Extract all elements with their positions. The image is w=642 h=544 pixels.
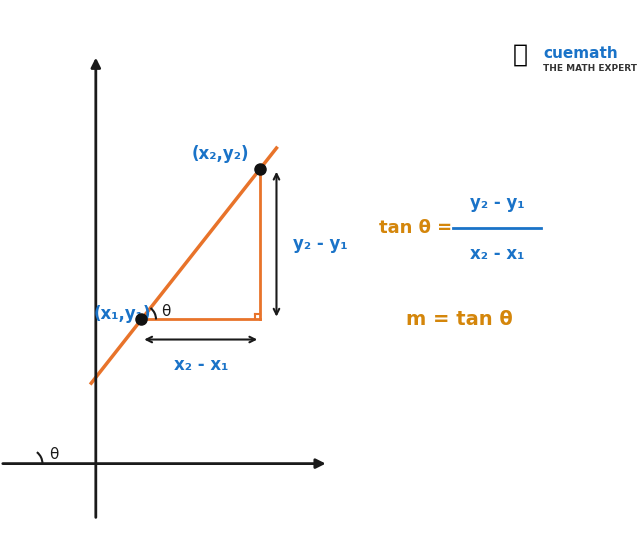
- Text: tan θ =: tan θ =: [379, 219, 458, 237]
- Text: (x₂,y₂): (x₂,y₂): [191, 145, 249, 163]
- Text: cuemath: cuemath: [543, 46, 618, 60]
- Text: 🚀: 🚀: [512, 43, 528, 67]
- Text: (x₁,y₁): (x₁,y₁): [94, 305, 152, 323]
- Text: m = tan θ: m = tan θ: [406, 310, 513, 329]
- Text: y₂ - y₁: y₂ - y₁: [470, 194, 525, 212]
- Text: y₂ - y₁: y₂ - y₁: [293, 235, 347, 253]
- Text: x₂ - x₁: x₂ - x₁: [470, 245, 525, 263]
- Text: x₂ - x₁: x₂ - x₁: [173, 356, 228, 374]
- Text: θ: θ: [49, 447, 58, 462]
- Text: THE MATH EXPERT: THE MATH EXPERT: [543, 64, 637, 73]
- Text: θ: θ: [161, 304, 171, 319]
